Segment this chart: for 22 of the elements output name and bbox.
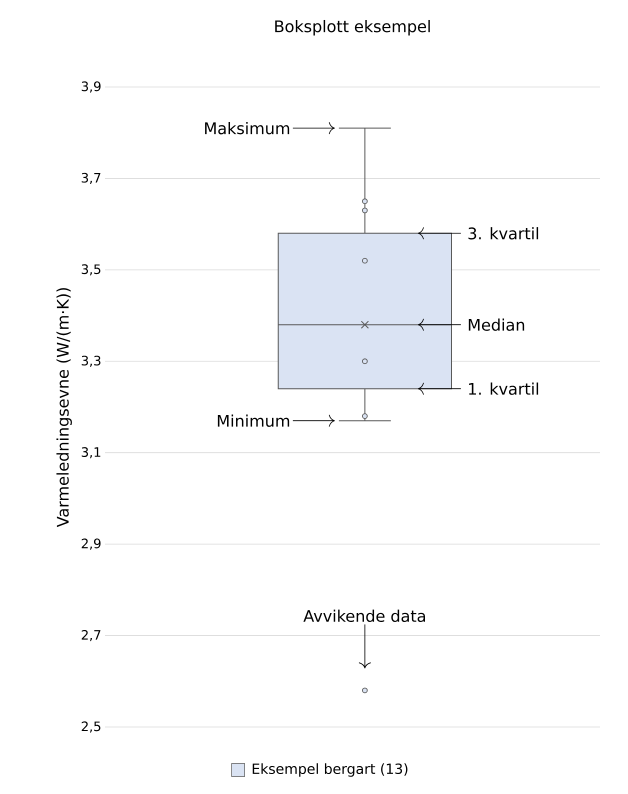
point <box>362 258 368 264</box>
y-tick-label: 2,9 <box>82 538 101 550</box>
y-tick-label: 2,7 <box>82 630 100 642</box>
chart-title: Boksplott eksempel <box>275 20 430 36</box>
y-tick-label: 3,3 <box>82 356 100 367</box>
annotation: 1. kvartil <box>469 382 538 395</box>
point <box>362 198 368 204</box>
point <box>362 358 368 364</box>
annotation: 3. kvartil <box>468 227 538 240</box>
annotation: Minimum <box>218 414 290 427</box>
y-tick-label: 3,7 <box>82 172 100 184</box>
annotation: Median <box>468 318 524 331</box>
y-tick-label: 3,5 <box>82 264 100 276</box>
point <box>362 208 368 214</box>
annotation: Avvikende data <box>303 610 426 622</box>
y-tick-label: 3,1 <box>82 447 100 458</box>
legend-label: Eksempel bergart (13) <box>252 763 408 777</box>
annotation: Maksimum <box>205 122 290 134</box>
point <box>362 413 368 419</box>
y-tick-label: 3,9 <box>82 81 101 93</box>
y-axis-title: Varmeledningsevne (W/(m·K)) <box>56 288 72 528</box>
y-tick-label: 2,5 <box>82 721 100 733</box>
